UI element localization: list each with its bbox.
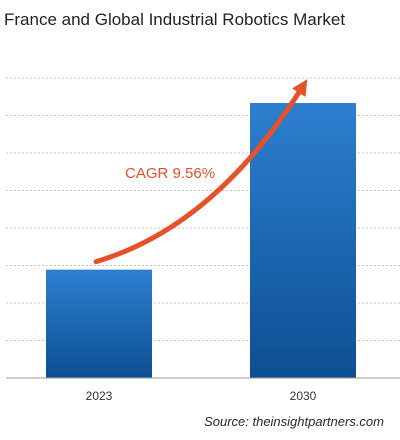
cagr-arrow xyxy=(93,79,308,265)
cagr-annotation: CAGR 9.56% xyxy=(93,79,308,265)
source-note: Source: theinsightpartners.com xyxy=(204,414,384,429)
cagr-label: CAGR 9.56% xyxy=(125,165,215,182)
x-axis: 2023 2030 xyxy=(6,377,400,403)
bars xyxy=(46,103,356,378)
chart-title: France and Global Industrial Robotics Ma… xyxy=(4,10,346,29)
x-tick-label: 2023 xyxy=(86,389,113,403)
bar-2023 xyxy=(46,269,152,378)
x-tick-label: 2030 xyxy=(290,389,317,403)
bar-2030 xyxy=(250,103,356,378)
